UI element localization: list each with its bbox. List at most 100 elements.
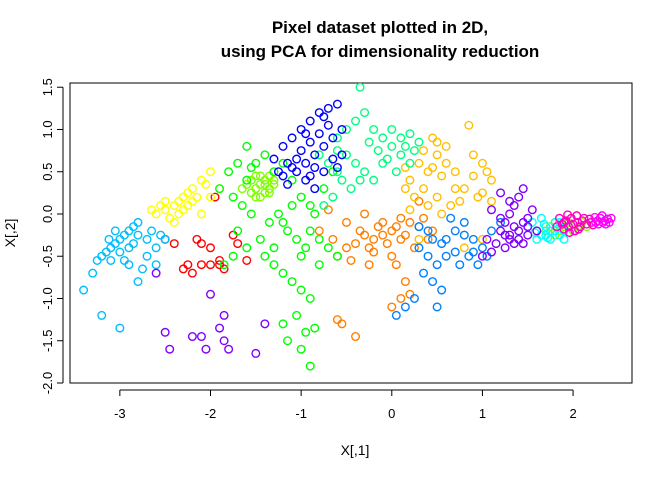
data-point <box>360 209 370 219</box>
data-point <box>446 213 456 223</box>
data-point <box>115 247 125 257</box>
data-point <box>405 129 415 139</box>
data-point <box>505 230 515 240</box>
data-point <box>332 146 342 156</box>
data-point <box>278 171 288 181</box>
x-tick-label: 2 <box>569 406 576 421</box>
data-point <box>432 150 442 160</box>
data-point <box>552 222 562 232</box>
data-point <box>219 310 229 320</box>
data-point <box>305 116 315 126</box>
data-point <box>387 251 397 261</box>
data-point <box>387 141 397 151</box>
data-point <box>441 234 451 244</box>
data-point <box>287 277 297 287</box>
data-point <box>314 260 324 270</box>
data-point <box>437 285 447 295</box>
data-point <box>278 268 288 278</box>
data-point <box>106 243 116 253</box>
data-point <box>373 222 383 232</box>
data-point <box>269 243 279 253</box>
data-point <box>351 239 361 249</box>
data-point <box>305 361 315 371</box>
data-point <box>97 251 107 261</box>
data-point <box>477 188 487 198</box>
data-point <box>477 158 487 168</box>
data-point <box>301 158 311 168</box>
data-point <box>328 133 338 143</box>
y-tick-label: -0.5 <box>40 245 55 267</box>
data-point <box>419 146 429 156</box>
data-point <box>242 141 252 151</box>
data-point <box>160 205 170 215</box>
data-point <box>169 217 179 227</box>
data-point <box>133 217 143 227</box>
data-point <box>305 201 315 211</box>
data-point <box>119 230 129 240</box>
data-point <box>409 243 419 253</box>
data-point <box>287 133 297 143</box>
data-point <box>255 234 265 244</box>
data-point <box>305 226 315 236</box>
data-point <box>423 201 433 211</box>
data-point <box>219 260 229 270</box>
data-point <box>419 268 429 278</box>
data-point <box>296 124 306 134</box>
data-point <box>119 255 129 265</box>
x-axis-label: X[,1] <box>341 442 370 458</box>
data-point <box>378 217 388 227</box>
data-point <box>464 251 474 261</box>
data-point <box>400 184 410 194</box>
data-point <box>292 154 302 164</box>
data-point <box>409 146 419 156</box>
data-point <box>147 226 157 236</box>
data-point <box>246 209 256 219</box>
data-point <box>151 268 161 278</box>
data-point <box>437 171 447 181</box>
data-point <box>97 310 107 320</box>
data-point <box>441 251 451 261</box>
y-tick-label: -2.0 <box>40 372 55 394</box>
data-point <box>378 158 388 168</box>
data-point <box>400 163 410 173</box>
data-point <box>405 217 415 227</box>
data-point <box>396 234 406 244</box>
data-point <box>477 234 487 244</box>
data-point <box>491 239 501 249</box>
data-point <box>205 260 215 270</box>
data-point <box>473 260 483 270</box>
data-point <box>160 234 170 244</box>
data-point <box>405 205 415 215</box>
data-point <box>124 226 134 236</box>
data-point <box>323 243 333 253</box>
chart-title-line-2: using PCA for dimensionality reduction <box>221 42 540 61</box>
data-point <box>428 163 438 173</box>
data-point <box>251 192 261 202</box>
data-point <box>509 222 519 232</box>
data-point <box>260 319 270 329</box>
data-point <box>423 234 433 244</box>
data-point <box>115 234 125 244</box>
data-point <box>196 332 206 342</box>
data-point <box>124 260 134 270</box>
data-point <box>183 188 193 198</box>
data-point <box>255 171 265 181</box>
data-point <box>292 234 302 244</box>
data-point <box>428 133 438 143</box>
data-point <box>505 209 515 219</box>
data-point <box>196 260 206 270</box>
data-point <box>437 239 447 249</box>
data-point <box>409 293 419 303</box>
data-point <box>364 243 374 253</box>
data-point <box>205 289 215 299</box>
data-point <box>110 226 120 236</box>
data-point <box>233 226 243 236</box>
data-point <box>314 108 324 118</box>
data-point <box>487 175 497 185</box>
data-point <box>378 230 388 240</box>
data-point <box>514 226 524 236</box>
data-point <box>110 239 120 249</box>
data-point <box>355 226 365 236</box>
data-point <box>283 158 293 168</box>
